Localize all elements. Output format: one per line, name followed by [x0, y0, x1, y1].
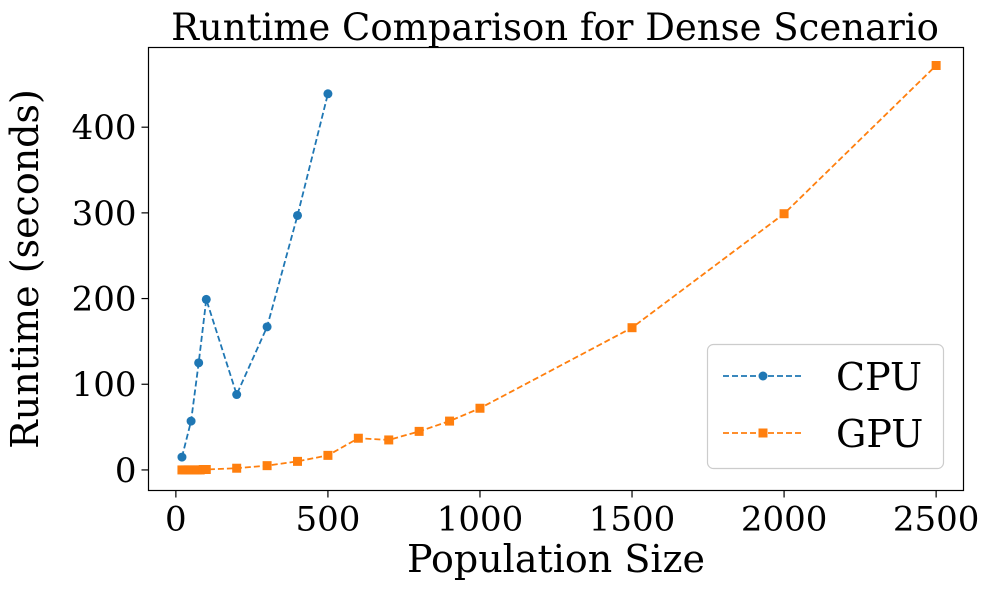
legend-gpu-label: GPU — [836, 412, 923, 456]
y-axis-label: Runtime (seconds) — [3, 89, 47, 449]
gpu-point — [293, 456, 303, 466]
legend-cpu-label: CPU — [836, 355, 922, 399]
y-tick-label: 200 — [72, 280, 137, 320]
x-tick-label: 2500 — [893, 500, 980, 540]
y-tick-label: 300 — [72, 194, 137, 234]
cpu-point — [194, 358, 204, 368]
y-axis: 0 100 200 300 400 — [72, 108, 149, 491]
gpu-point — [353, 433, 363, 443]
cpu-point — [177, 452, 187, 462]
x-tick-label: 1500 — [589, 500, 676, 540]
chart-title: Runtime Comparison for Dense Scenario — [171, 6, 939, 49]
x-tick-label: 0 — [165, 500, 187, 540]
gpu-point — [201, 465, 211, 475]
series-layer — [177, 60, 941, 475]
legend-gpu-marker — [758, 428, 768, 438]
cpu-point — [201, 294, 211, 304]
x-tick-label: 2000 — [741, 500, 828, 540]
x-axis: 0 500 1000 1500 2000 2500 — [165, 490, 980, 540]
series-cpu — [177, 89, 333, 462]
legend-cpu-marker — [758, 371, 768, 381]
plot-area-frame — [147, 46, 965, 492]
gpu-point — [475, 403, 485, 413]
y-tick-label: 0 — [115, 451, 137, 491]
gpu-point — [323, 450, 333, 460]
x-tick-label: 1000 — [437, 500, 524, 540]
cpu-point — [323, 89, 333, 99]
gpu-point — [931, 60, 941, 70]
gpu-point — [779, 209, 789, 219]
legend: CPU GPU — [706, 343, 945, 470]
gpu-point — [414, 426, 424, 436]
gpu-point — [445, 416, 455, 426]
x-tick-label: 500 — [295, 500, 360, 540]
y-tick-label: 100 — [72, 365, 137, 405]
cpu-point — [293, 210, 303, 220]
gpu-point — [384, 435, 394, 445]
cpu-point — [186, 416, 196, 426]
cpu-point — [262, 322, 272, 332]
gpu-point — [262, 461, 272, 471]
y-tick-label: 400 — [72, 108, 137, 148]
gpu-point — [627, 323, 637, 333]
series-gpu — [177, 60, 941, 475]
x-axis-label: Population Size — [407, 537, 705, 581]
cpu-line — [181, 93, 329, 458]
cpu-point — [232, 390, 242, 400]
gpu-point — [232, 463, 242, 473]
